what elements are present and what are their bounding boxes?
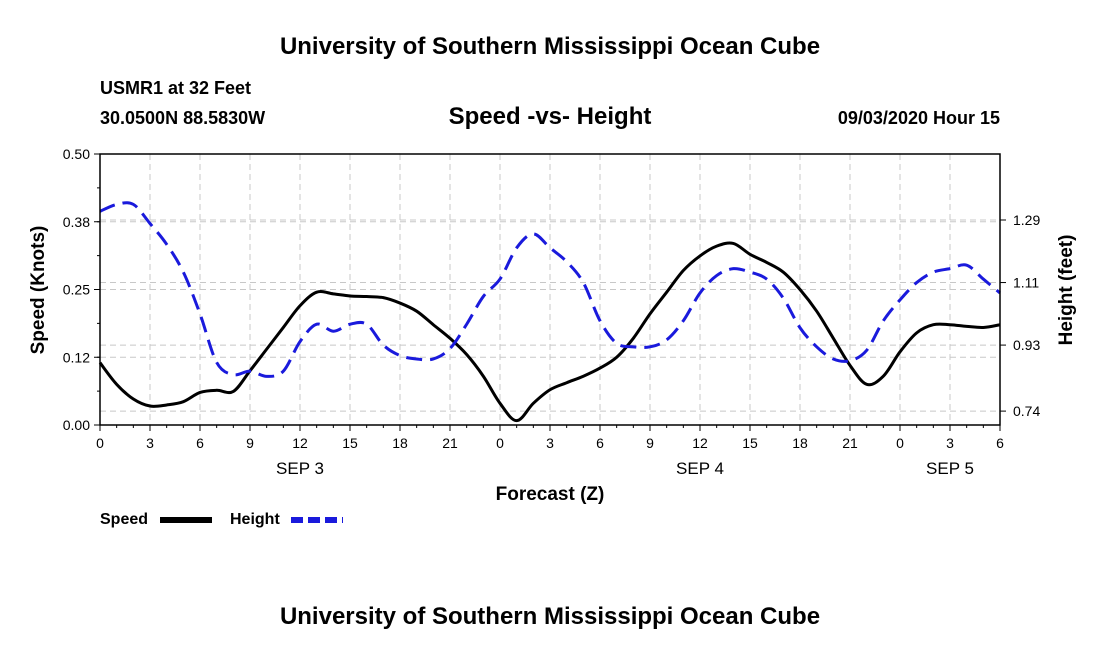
x-tick-label: 15 [342, 435, 358, 451]
x-tick-label: 3 [546, 435, 554, 451]
y2-tick-label: 1.11 [1013, 275, 1039, 291]
location-label: 30.0500N 88.5830W [100, 108, 265, 128]
day-label: SEP 5 [926, 459, 974, 478]
x-tick-label: 21 [842, 435, 858, 451]
station-label: USMR1 at 32 Feet [100, 78, 251, 98]
height-series-line [99, 201, 1001, 378]
y-tick-label: 0.38 [63, 214, 90, 230]
x-tick-label: 0 [896, 435, 904, 451]
datetime-label: 09/03/2020 Hour 15 [838, 108, 1000, 128]
day-label: SEP 4 [676, 459, 724, 478]
x-tick-label: 15 [742, 435, 758, 451]
page-title-bottom: University of Southern Mississippi Ocean… [280, 603, 820, 630]
legend-speed-label: Speed [100, 511, 148, 528]
x-tick-label: 18 [392, 435, 408, 451]
x-axis-label: Forecast (Z) [496, 484, 605, 505]
x-tick-label: 0 [496, 435, 504, 451]
x-tick-label: 6 [996, 435, 1004, 451]
x-tick-label: 12 [292, 435, 308, 451]
y-tick-label: 0.12 [63, 349, 90, 365]
x-tick-label: 0 [96, 435, 104, 451]
y2-axis-label: Height (feet) [1056, 235, 1077, 346]
x-tick-label: 9 [646, 435, 654, 451]
y-tick-label: 0.00 [63, 417, 90, 433]
x-tick-label: 21 [442, 435, 458, 451]
legend-height-label: Height [230, 511, 280, 528]
day-label: SEP 3 [276, 459, 324, 478]
y-tick-label: 0.50 [63, 146, 90, 162]
x-tick-label: 18 [792, 435, 808, 451]
y-tick-label: 0.25 [63, 282, 90, 298]
x-tick-label: 9 [246, 435, 254, 451]
y2-tick-label: 1.29 [1013, 212, 1040, 228]
axis-ticks: 0 3 6 9 12 15 18 21 0 3 6 9 12 15 18 21 0 3 6 0.00 0.12 0.25 0… [63, 146, 1041, 478]
y2-tick-label: 0.74 [1013, 403, 1040, 419]
chart-title: Speed -vs- Height [449, 103, 652, 130]
x-tick-label: 12 [692, 435, 708, 451]
legend: Speed Height [100, 511, 343, 528]
y-axis-label: Speed (Knots) [28, 226, 49, 355]
page-title-top: University of Southern Mississippi Ocean… [280, 33, 820, 60]
series-lines [98, 201, 1001, 423]
x-tick-label: 3 [146, 435, 154, 451]
x-tick-label: 6 [196, 435, 204, 451]
x-tick-label: 6 [596, 435, 604, 451]
y2-tick-label: 0.93 [1013, 337, 1040, 353]
x-tick-label: 3 [946, 435, 954, 451]
